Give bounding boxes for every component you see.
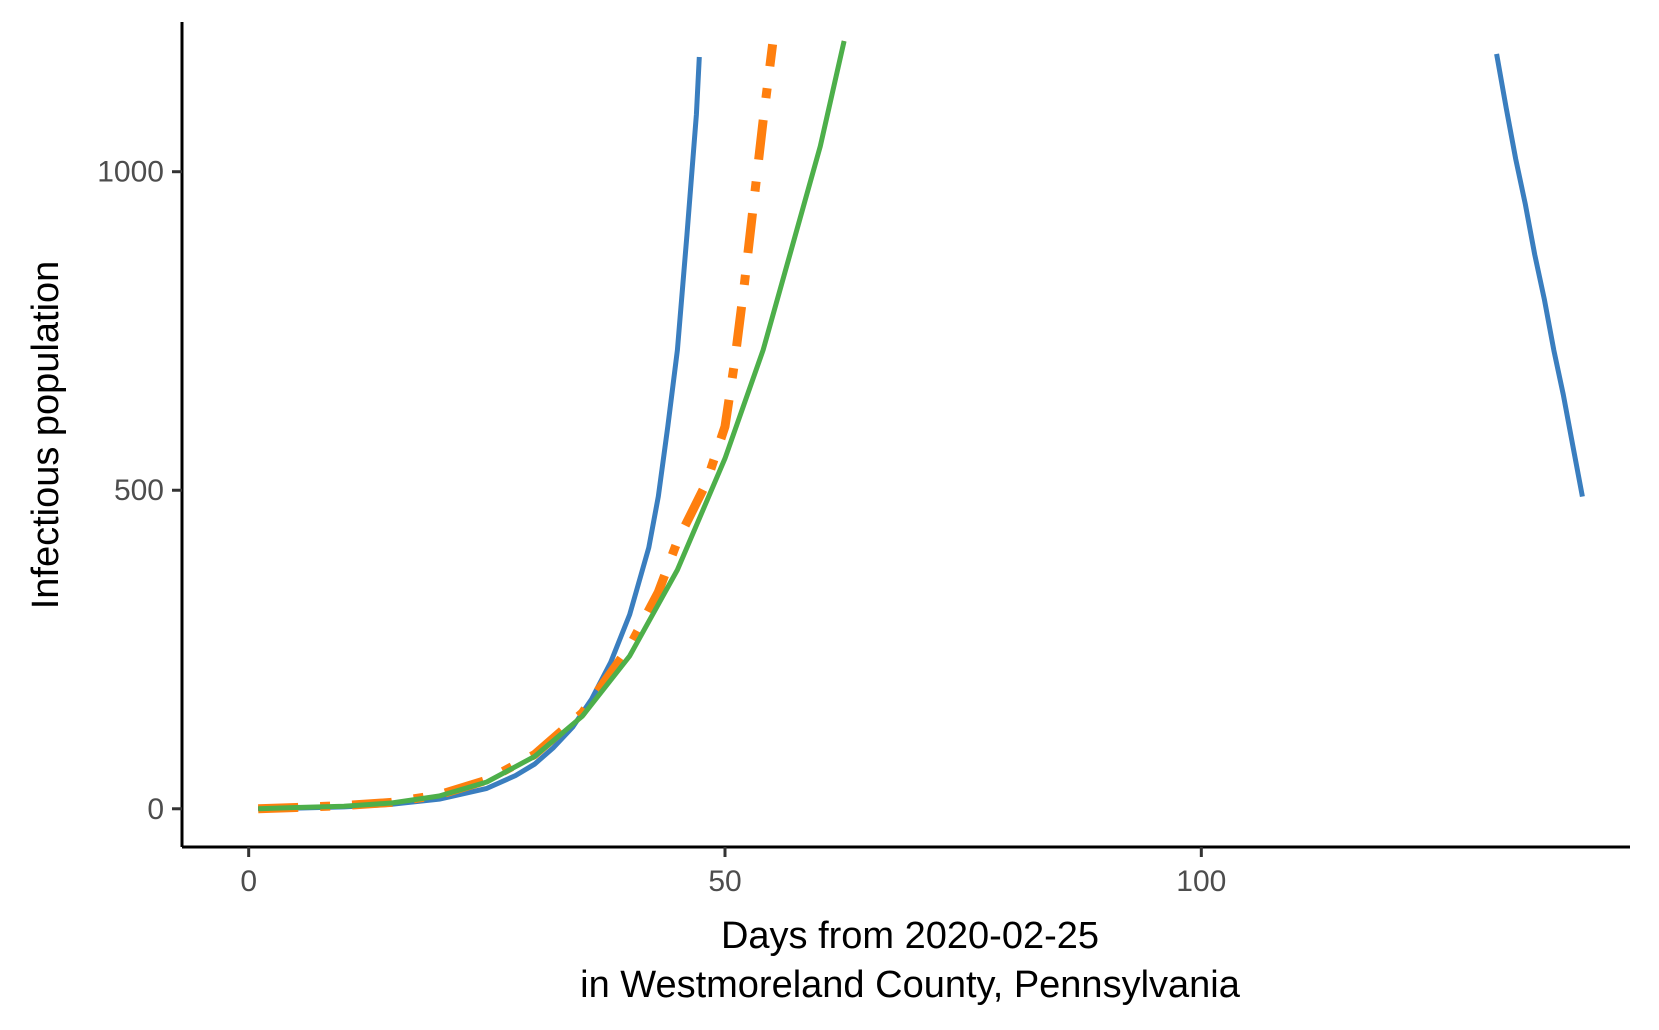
- y-axis-title: Infectious population: [25, 261, 67, 610]
- series-4-line-segment-1: [258, 40, 847, 812]
- x-tick-label: 50: [708, 865, 741, 898]
- axes: [180, 22, 1630, 849]
- series-1-line-segment-2: [1494, 53, 1585, 498]
- x-ticks: 0 50 100: [240, 847, 1226, 898]
- series-1-line-segment-1: [258, 56, 702, 812]
- x-tick-label: 0: [240, 865, 257, 898]
- x-axis-title-line-1: Days from 2020-02-25: [721, 915, 1099, 957]
- y-tick-label: 500: [114, 474, 164, 507]
- y-tick-label: 0: [147, 793, 164, 826]
- y-ticks: 0 500 1000: [97, 156, 182, 826]
- x-tick-label: 100: [1176, 865, 1226, 898]
- series-layer: [258, 40, 1585, 814]
- series-2-line-segment-1: [258, 43, 778, 814]
- x-axis-title-line-2: in Westmoreland County, Pennsylvania: [580, 964, 1241, 1006]
- y-tick-label: 1000: [97, 156, 164, 189]
